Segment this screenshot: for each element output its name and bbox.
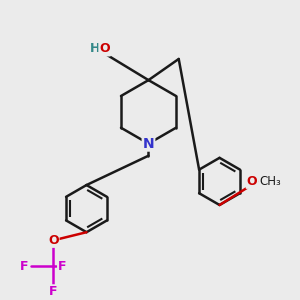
Text: F: F <box>20 260 29 273</box>
Text: O: O <box>247 175 257 188</box>
Text: CH₃: CH₃ <box>259 175 281 188</box>
Text: N: N <box>143 136 154 151</box>
Text: O: O <box>48 234 58 247</box>
Text: F: F <box>49 285 58 298</box>
Text: O: O <box>99 43 110 56</box>
Text: F: F <box>58 260 67 273</box>
Text: H: H <box>89 43 100 56</box>
